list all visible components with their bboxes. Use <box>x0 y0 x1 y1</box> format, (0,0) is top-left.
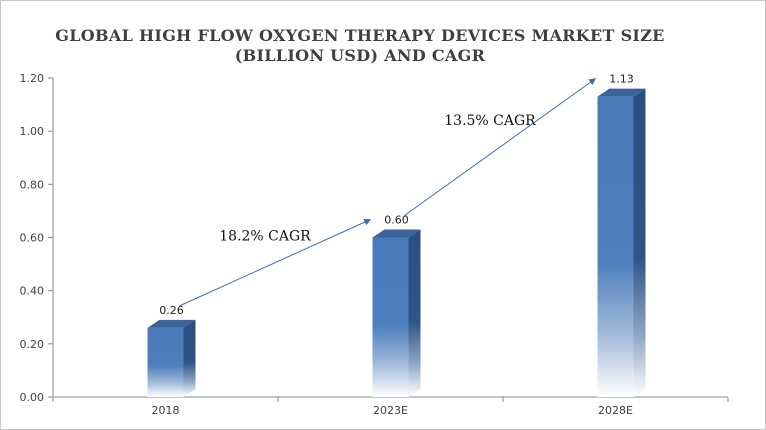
bars: 0.26 0.60 1.13 <box>147 73 646 397</box>
bar-side <box>183 319 196 397</box>
cagr-arrow <box>404 78 597 216</box>
bar-front <box>597 96 634 397</box>
x-category-label: 2023E <box>373 404 408 417</box>
bar-top <box>147 319 196 328</box>
cagr-label: 13.5% CAGR <box>444 113 536 129</box>
chart-title-line2: (BILLION USD) AND CAGR <box>234 46 486 65</box>
x-axis: 2018 2023E 2028E <box>52 396 729 417</box>
chart-title-line1: GLOBAL HIGH FLOW OXYGEN THERAPY DEVICES … <box>55 26 665 45</box>
bar-front <box>147 327 184 397</box>
bar-data-label: 0.60 <box>384 214 409 227</box>
bar-data-label: 1.13 <box>609 73 634 86</box>
bar-side <box>633 88 646 397</box>
bar: 1.13 <box>597 73 646 397</box>
y-tick-label: 0.20 <box>20 338 45 351</box>
cagr-arrow <box>179 218 372 307</box>
cagr-annotations: 18.2% CAGR 13.5% CAGR <box>179 78 597 307</box>
x-category-label: 2018 <box>152 404 180 417</box>
x-category-label: 2028E <box>598 404 633 417</box>
bar-top <box>597 88 646 97</box>
bar-data-label: 0.26 <box>159 304 184 317</box>
y-tick-label: 0.80 <box>20 178 45 191</box>
y-tick-label: 1.00 <box>20 125 45 138</box>
bar: 0.60 <box>372 214 421 397</box>
chart-title: GLOBAL HIGH FLOW OXYGEN THERAPY DEVICES … <box>40 26 680 66</box>
bar-front <box>372 237 409 397</box>
bar: 0.26 <box>147 304 196 397</box>
y-tick-label: 0.60 <box>20 232 45 245</box>
y-tick-label: 1.20 <box>20 72 45 85</box>
bar-top <box>372 229 421 238</box>
y-axis: 0.00 0.20 0.40 0.60 0.80 1.00 1.20 <box>20 72 54 404</box>
cagr-label: 18.2% CAGR <box>219 229 311 245</box>
y-tick-label: 0.00 <box>20 391 45 404</box>
bar-side <box>408 229 421 397</box>
y-tick-label: 0.40 <box>20 285 45 298</box>
